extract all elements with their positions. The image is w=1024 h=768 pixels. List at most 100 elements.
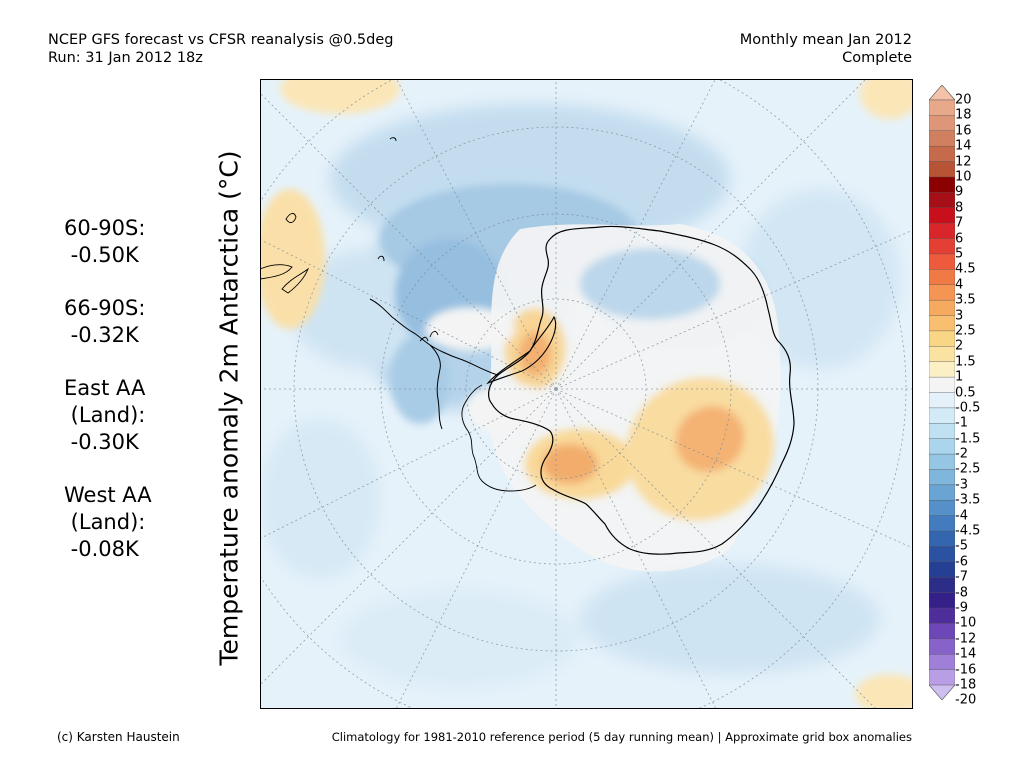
colorbar-cap-top [929, 85, 955, 101]
colorbar-swatch [929, 222, 955, 240]
colorbar-swatch [929, 284, 955, 301]
colorbar-tick-label: 9 [955, 184, 964, 200]
colorbar-swatch [929, 561, 955, 578]
colorbar-tick-label: -14 [955, 646, 977, 662]
title-model: NCEP GFS forecast vs CFSR reanalysis @0.… [48, 32, 394, 48]
colorbar-tick-label: 16 [955, 123, 972, 139]
stat-east-aa: East AA (Land): -0.30K [64, 375, 152, 456]
colorbar-tick-label: 10 [955, 169, 972, 185]
colorbar-swatch [929, 392, 955, 409]
stat-60-90s: 60-90S: -0.50K [64, 215, 152, 269]
colorbar-tick-label: -7 [955, 569, 968, 585]
title-period: Monthly mean Jan 2012 [739, 32, 912, 48]
stat-value: -0.32K [64, 323, 139, 347]
colorbar-tick-label: -1.5 [955, 431, 981, 447]
stat-label-sub: (Land): [64, 510, 146, 534]
colorbar-swatch [929, 407, 955, 424]
colorbar-swatch [929, 330, 955, 347]
stats-panel: 60-90S: -0.50K 66-90S: -0.32K East AA (L… [64, 215, 152, 589]
colorbar-swatch [929, 623, 955, 640]
colorbar-tick-label: -9 [955, 600, 968, 616]
colorbar-tick-label: 3 [955, 308, 964, 324]
colorbar-tick-label: -8 [955, 585, 968, 601]
stat-value: -0.30K [64, 430, 139, 454]
colorbar-tick-label: 4 [955, 277, 964, 293]
colorbar-tick-label: -16 [955, 662, 977, 678]
colorbar-swatch [929, 453, 955, 470]
colorbar-swatch [929, 484, 955, 501]
colorbar-tick-label: -3 [955, 477, 968, 493]
colorbar-swatch [929, 238, 955, 255]
colorbar-swatch [929, 161, 955, 178]
stat-label: 66-90S: [64, 296, 146, 320]
colorbar-tick-label: -2 [955, 446, 968, 462]
header-right: Monthly mean Jan 2012 Complete [740, 31, 912, 67]
colorbar-swatch [929, 654, 955, 671]
colorbar-swatch [929, 346, 955, 363]
colorbar-tick-label: -0.5 [955, 400, 981, 416]
colorbar-tick-label: 1.5 [955, 354, 976, 370]
stat-label: East AA [64, 376, 146, 400]
colorbar-tick-label: 12 [955, 154, 972, 170]
colorbar-swatch [929, 530, 955, 547]
colorbar-tick-label: 3.5 [955, 292, 976, 308]
colorbar-swatch [929, 192, 955, 209]
colorbar-swatch [929, 207, 955, 224]
colorbar-swatch [929, 638, 955, 655]
stat-label: 60-90S: [64, 216, 146, 240]
colorbar-tick-label: 2 [955, 338, 964, 354]
colorbar-swatch [929, 376, 955, 393]
y-axis-label: Temperature anomaly 2m Antarctica (°C) [214, 150, 244, 666]
colorbar-swatch [929, 546, 955, 563]
colorbar-swatch [929, 115, 955, 132]
colorbar-tick-label: -4 [955, 508, 968, 524]
stat-value: -0.08K [64, 537, 139, 561]
colorbar-tick-label: -2.5 [955, 461, 981, 477]
stat-label: West AA [64, 483, 152, 507]
colorbar-tick-label: -3.5 [955, 492, 981, 508]
stat-value: -0.50K [64, 243, 139, 267]
colorbar-tick-label: -5 [955, 538, 968, 554]
colorbar-tick-label: 5 [955, 246, 964, 262]
colorbar-swatch [929, 515, 955, 532]
colorbar-swatch [929, 577, 955, 594]
colorbar-swatch [929, 299, 955, 317]
colorbar-swatch [929, 361, 955, 378]
colorbar-swatch [929, 315, 955, 332]
footer-note: Climatology for 1981-2010 reference peri… [331, 730, 912, 744]
stat-label-sub: (Land): [64, 403, 146, 427]
colorbar-tick-label: 4.5 [955, 261, 976, 277]
colorbar-swatch [929, 500, 955, 517]
colorbar-swatch [929, 176, 955, 193]
colorbar-tick-label: -1 [955, 415, 968, 431]
colorbar-tick-label: -12 [955, 631, 977, 647]
colorbar-swatch [929, 269, 955, 286]
footer-credit: (c) Karsten Haustein [57, 730, 180, 744]
colorbar-tick-label: -18 [955, 677, 977, 693]
header-left: NCEP GFS forecast vs CFSR reanalysis @0.… [48, 31, 393, 67]
colorbar-swatch [929, 438, 955, 455]
colorbar [929, 85, 955, 700]
colorbar-swatch [929, 607, 955, 624]
anomaly-map [260, 79, 913, 709]
title-status: Complete [842, 50, 912, 66]
stat-west-aa: West AA (Land): -0.08K [64, 482, 152, 563]
title-run: Run: 31 Jan 2012 18z [48, 50, 203, 66]
colorbar-swatch [929, 130, 955, 147]
colorbar-tick-label: 1 [955, 369, 964, 385]
colorbar-tick-label: 14 [955, 138, 972, 154]
colorbar-labels: 20 18 16 14 12 10 9 8 7 6 5 4.5 4 3.5 3 2.5 2 1.5 1 0.5 -0.5… [955, 85, 1015, 707]
colorbar-tick-label: -6 [955, 554, 968, 570]
colorbar-tick-label: -10 [955, 615, 977, 631]
stat-66-90s: 66-90S: -0.32K [64, 295, 152, 349]
colorbar-cap-bottom [929, 684, 955, 700]
colorbar-swatch [929, 253, 955, 270]
colorbar-swatch [929, 592, 955, 609]
colorbar-tick-label: 7 [955, 215, 964, 231]
colorbar-swatch [929, 99, 955, 116]
colorbar-tick-label: 0.5 [955, 385, 976, 400]
colorbar-tick-label: 20 [955, 92, 972, 108]
colorbar-tick-label: -4.5 [955, 523, 981, 539]
colorbar-swatch [929, 469, 955, 486]
colorbar-tick-label: 6 [955, 231, 964, 247]
